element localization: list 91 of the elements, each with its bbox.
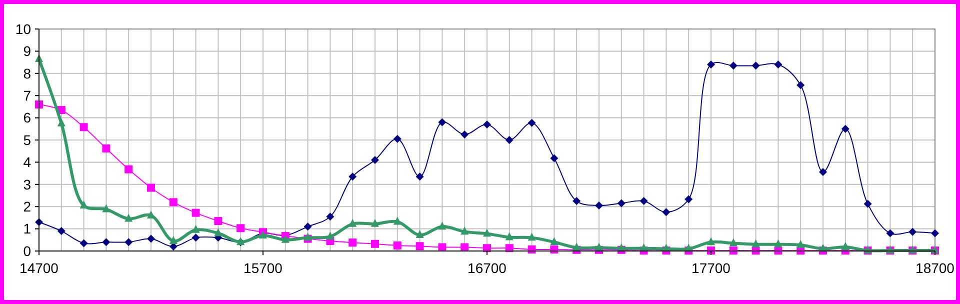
point	[102, 204, 110, 212]
point	[460, 243, 469, 252]
point	[572, 197, 581, 206]
point	[841, 124, 850, 133]
point	[707, 237, 715, 246]
point	[192, 208, 200, 217]
x-tick-label: 16700	[468, 260, 507, 276]
x-tick-label: 14700	[20, 260, 59, 276]
point	[640, 197, 648, 206]
point	[371, 218, 379, 227]
point	[348, 172, 357, 181]
x-tick-label: 17700	[692, 260, 731, 276]
point	[416, 242, 424, 250]
point	[102, 238, 110, 246]
point	[147, 184, 155, 192]
point	[147, 234, 155, 243]
point	[393, 134, 402, 143]
point	[236, 224, 245, 232]
point	[192, 224, 200, 233]
point	[326, 212, 334, 221]
point	[550, 237, 558, 246]
point	[169, 198, 178, 206]
x-tick-label: 18700	[916, 260, 955, 276]
point	[371, 156, 379, 164]
point	[80, 123, 88, 132]
point	[505, 232, 514, 240]
point	[57, 227, 66, 236]
point	[774, 239, 782, 248]
point	[595, 201, 603, 210]
y-tick-label: 6	[23, 110, 32, 126]
point	[460, 226, 469, 235]
point	[931, 229, 939, 238]
point	[796, 240, 805, 248]
point	[348, 238, 357, 247]
point	[841, 242, 850, 250]
point	[752, 62, 760, 70]
point	[707, 60, 715, 69]
point	[304, 222, 312, 231]
point	[102, 144, 110, 152]
point	[393, 241, 402, 250]
y-tick-label: 10	[15, 20, 32, 37]
y-tick-label: 8	[23, 65, 32, 82]
point	[908, 228, 917, 236]
point	[57, 118, 66, 126]
point	[416, 230, 424, 238]
point	[124, 238, 133, 246]
point	[483, 120, 491, 128]
point	[729, 238, 738, 246]
point	[886, 229, 894, 238]
point	[348, 218, 357, 227]
point	[617, 199, 626, 208]
y-tick-label: 1	[23, 220, 32, 237]
point	[528, 232, 536, 241]
point	[774, 60, 782, 69]
point	[505, 136, 514, 144]
point	[729, 62, 738, 70]
point	[124, 165, 133, 174]
point	[169, 236, 178, 244]
point	[326, 232, 334, 240]
x-tick-label: 15700	[244, 260, 283, 276]
point	[214, 217, 222, 226]
point	[550, 154, 558, 162]
point	[819, 168, 827, 176]
y-tick-label: 5	[23, 132, 32, 148]
point	[80, 239, 88, 248]
point	[281, 234, 290, 243]
y-tick-label: 7	[23, 88, 32, 104]
point	[528, 118, 536, 127]
point	[864, 200, 872, 208]
point	[393, 216, 402, 225]
point	[124, 214, 133, 222]
point	[371, 240, 379, 248]
point	[214, 228, 222, 236]
y-tick-label: 3	[23, 176, 32, 192]
point	[460, 130, 469, 138]
point	[438, 118, 446, 126]
point	[684, 195, 693, 204]
point	[796, 81, 805, 90]
y-tick-label: 4	[23, 154, 32, 170]
point	[662, 208, 670, 216]
point	[416, 172, 424, 181]
point	[595, 242, 603, 251]
point	[438, 222, 446, 230]
point	[192, 234, 200, 242]
point	[483, 228, 491, 237]
point	[438, 243, 446, 252]
point	[572, 242, 581, 251]
point	[752, 239, 760, 248]
y-tick-label: 0	[23, 242, 32, 259]
y-tick-label: 9	[23, 43, 32, 60]
y-tick-label: 2	[23, 198, 32, 214]
